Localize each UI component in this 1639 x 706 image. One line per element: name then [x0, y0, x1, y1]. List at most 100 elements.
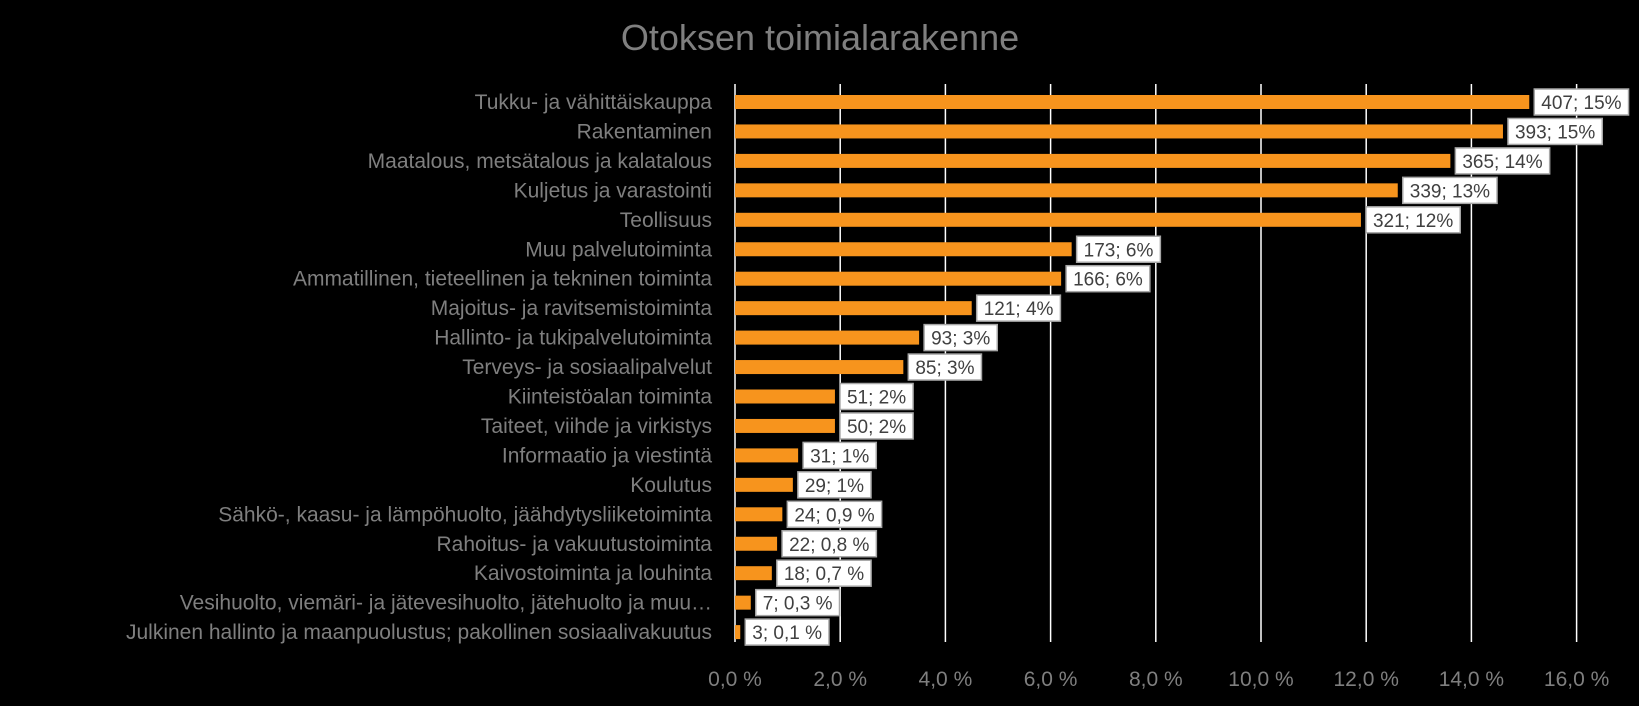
- category-label: Majoitus- ja ravitsemistoiminta: [431, 297, 713, 320]
- category-label: Maatalous, metsätalous ja kalatalous: [368, 150, 712, 173]
- x-tick-label: 6,0 %: [1024, 668, 1078, 691]
- data-label: 7; 0,3 %: [755, 588, 841, 617]
- data-label-text: 50; 2%: [847, 417, 906, 438]
- category-label: Rahoitus- ja vakuutustoiminta: [437, 533, 713, 556]
- bar: [735, 507, 783, 522]
- data-label-text: 29; 1%: [805, 476, 864, 497]
- data-label: 166; 6%: [1065, 264, 1151, 293]
- data-label-box: [802, 441, 878, 470]
- category-label: Rakentaminen: [577, 120, 712, 143]
- data-label-text: 121; 4%: [984, 299, 1054, 320]
- data-label-box: [975, 294, 1062, 322]
- data-label-box: [786, 500, 883, 529]
- data-label-box: [1402, 176, 1498, 205]
- bar: [735, 301, 972, 316]
- data-label-text: 365; 14%: [1462, 152, 1542, 173]
- bar: [735, 595, 751, 610]
- category-label: Tukku- ja vähittäiskauppa: [475, 91, 713, 114]
- x-axis-ticks: 0,0 % 2,0 % 4,0 % 6,0 % 8,0 % 10,0 % 12,0 % 14,…: [708, 668, 1609, 691]
- data-label-text: 22; 0,8 %: [789, 535, 869, 556]
- data-label-text: 51; 2%: [847, 388, 906, 409]
- data-label: 173; 6%: [1075, 235, 1162, 263]
- data-label-box: [1065, 264, 1151, 293]
- data-label-text: 31; 1%: [810, 446, 869, 467]
- data-label-text: 339; 13%: [1410, 181, 1490, 202]
- category-label: Kaivostoiminta ja louhinta: [474, 562, 712, 585]
- category-label: Hallinto- ja tukipalvelutoiminta: [434, 327, 712, 350]
- data-label-box: [1533, 88, 1630, 116]
- data-label-text: 173; 6%: [1084, 240, 1154, 261]
- x-tick-label: 10,0 %: [1228, 668, 1293, 691]
- data-label-box: [776, 559, 872, 587]
- bar: [735, 536, 778, 551]
- bar: [735, 242, 1072, 257]
- gridlines: [734, 84, 1578, 642]
- data-label-text: 18; 0,7 %: [784, 564, 864, 585]
- data-label-box: [781, 530, 878, 558]
- bar: [735, 212, 1361, 227]
- x-tick-label: 14,0 %: [1439, 668, 1504, 691]
- data-label: 321; 12%: [1365, 206, 1461, 234]
- x-tick-label: 4,0 %: [919, 668, 973, 691]
- category-label: Teollisuus: [620, 209, 712, 232]
- bar: [735, 124, 1503, 139]
- bar: [735, 330, 920, 345]
- data-label-text: 393; 15%: [1515, 122, 1595, 143]
- bar: [735, 95, 1530, 109]
- category-label: Terveys- ja sosiaalipalvelut: [462, 356, 712, 379]
- data-label-text: 166; 6%: [1073, 270, 1143, 291]
- category-label: Vesihuolto, viemäri- ja jätevesihuolto, …: [180, 592, 712, 615]
- category-label: Koulutus: [630, 474, 712, 497]
- data-label-box: [907, 353, 983, 381]
- category-label: Julkinen hallinto ja maanpuolustus; pako…: [126, 621, 712, 644]
- x-tick-label: 0,0 %: [708, 668, 762, 691]
- data-label-box: [839, 382, 914, 411]
- bar: [735, 625, 741, 640]
- chart-title: Otoksen toimialarakenne: [621, 17, 1019, 58]
- category-label: Kuljetus ja varastointi: [514, 179, 712, 202]
- bar: [735, 389, 835, 404]
- bar: [735, 153, 1451, 168]
- data-label: 85; 3%: [907, 353, 983, 381]
- data-label-box: [1454, 147, 1551, 175]
- bar: [735, 271, 1062, 286]
- data-label: 339; 13%: [1402, 176, 1498, 205]
- data-label: 365; 14%: [1454, 147, 1551, 175]
- data-label: 31; 1%: [802, 441, 878, 470]
- data-label: 407; 15%: [1533, 88, 1630, 116]
- bar: [735, 566, 772, 581]
- data-label-text: 3; 0,1 %: [752, 623, 822, 644]
- category-label: Informaatio ja viestintä: [502, 444, 712, 467]
- data-label-text: 321; 12%: [1373, 211, 1453, 232]
- data-label-box: [755, 588, 841, 617]
- bar: [735, 418, 835, 433]
- x-tick-label: 2,0 %: [813, 668, 867, 691]
- data-label: 18; 0,7 %: [776, 559, 872, 587]
- data-label: 393; 15%: [1507, 117, 1604, 146]
- data-label-text: 7; 0,3 %: [763, 594, 833, 615]
- data-label: 22; 0,8 %: [781, 530, 878, 558]
- x-tick-label: 8,0 %: [1129, 668, 1183, 691]
- bars: [735, 95, 1530, 640]
- bar: [735, 360, 904, 375]
- bar: [735, 183, 1398, 198]
- category-label: Kiinteistöalan toiminta: [508, 386, 713, 409]
- category-label: Sähkö-, kaasu- ja lämpöhuolto, jäähdytys…: [218, 503, 712, 526]
- bar: [735, 477, 793, 492]
- data-label-box: [923, 323, 999, 352]
- data-label: 24; 0,9 %: [786, 500, 883, 529]
- data-label-box: [1507, 117, 1604, 146]
- data-label-text: 24; 0,9 %: [794, 505, 874, 526]
- data-label: 51; 2%: [839, 382, 914, 411]
- x-tick-label: 16,0 %: [1544, 668, 1609, 691]
- data-label-text: 93; 3%: [931, 329, 990, 350]
- data-labels: 407; 15% 393; 15% 365; 14% 339; 13% 321; 12%…: [744, 88, 1630, 646]
- category-label: Ammatillinen, tieteellinen ja tekninen t…: [293, 268, 712, 291]
- data-label-text: 407; 15%: [1541, 93, 1621, 114]
- category-label: Muu palvelutoiminta: [525, 238, 712, 261]
- bar: [735, 448, 799, 463]
- data-label-box: [744, 618, 830, 646]
- data-label-box: [1365, 206, 1461, 234]
- data-label-box: [1075, 235, 1162, 263]
